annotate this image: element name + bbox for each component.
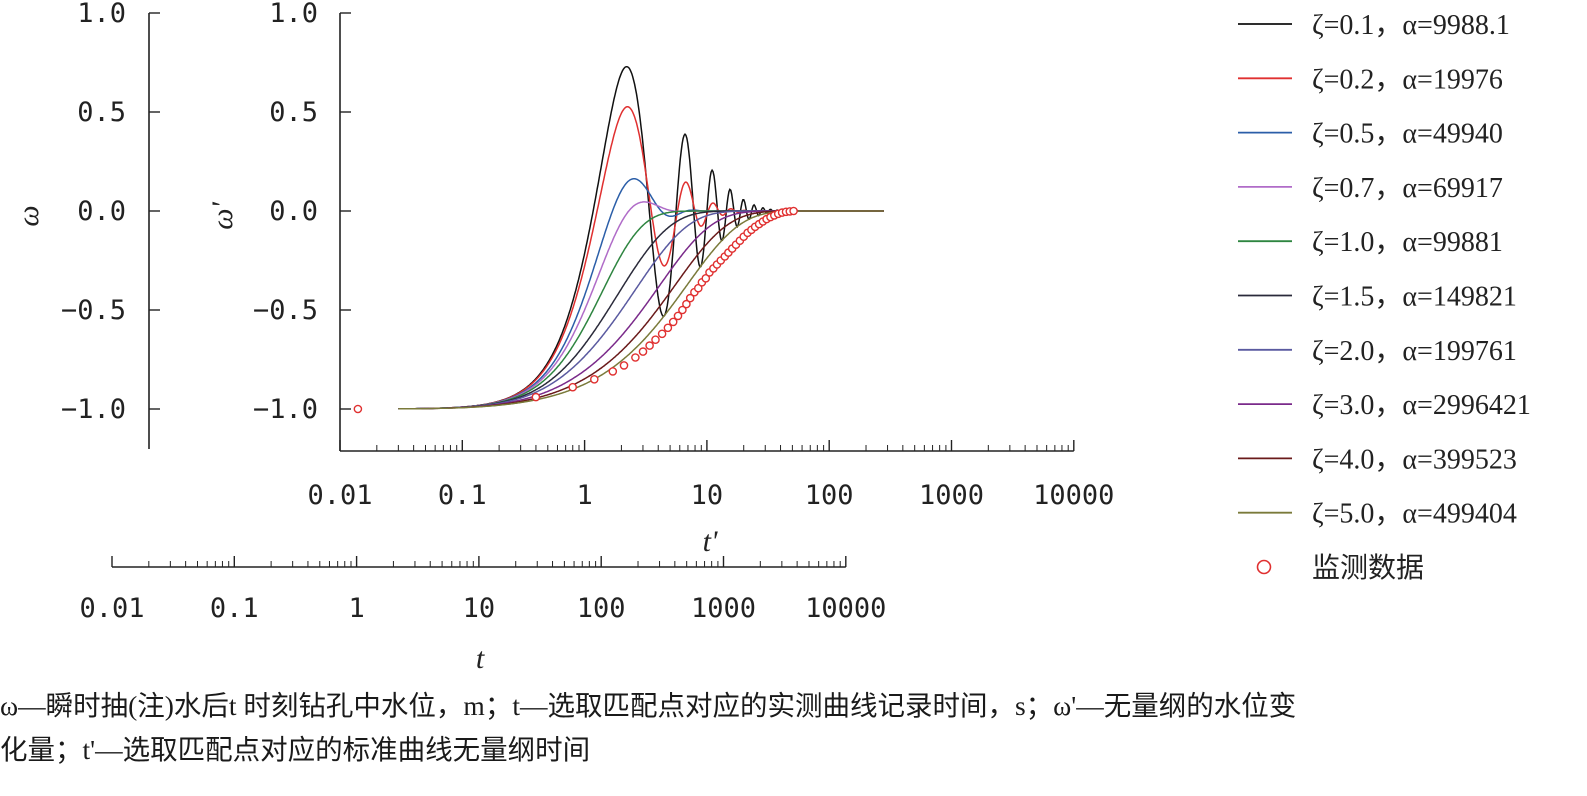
outer-x-tick-label: 0.1 [210,593,259,624]
monitoring-point [631,353,640,362]
monitoring-point [663,323,673,333]
legend-label: ζ=3.0，α=2996421 [1312,390,1531,421]
left-y-axis: 1.0 0.5 0.0 −0.5 −1.0 ω [12,0,160,449]
monitoring-point [789,206,798,216]
outer-x-axis: 0.01 0.1 1 10 100 1000 10000 t [79,556,886,675]
type-curve-series [398,65,884,410]
type-curve-chart: 1.0 0.5 0.0 −0.5 −1.0 ω 1.0 0.5 0.0 −0.5 −1.0 ω' 0… [12,0,1531,675]
inner-x-tick-label: 1 [576,480,592,511]
inner-x-tick-label: 1000 [919,480,984,511]
monitoring-points [353,206,798,414]
monitoring-point [608,367,618,376]
inner-x-tick-label: 100 [805,480,854,511]
outer-x-tick-label: 10 [463,593,496,624]
monitoring-point [657,329,667,339]
monitoring-point [678,305,687,315]
left-y-axis-title: ω [12,205,45,226]
inner-y-tick-label: −1.0 [253,394,318,425]
legend-label-monitoring: 监测数据 [1312,552,1424,584]
inner-x-tick-label: 10000 [1033,480,1114,511]
monitoring-point [701,273,711,283]
inner-y-tick-label: −0.5 [253,295,318,326]
inner-y-axis: 1.0 0.5 0.0 −0.5 −1.0 ω' [206,0,351,451]
outer-x-tick-label: 0.01 [79,593,144,624]
type-curves [398,65,884,410]
legend-label: ζ=1.5，α=149821 [1312,282,1517,313]
legend-label: ζ=0.7，α=69917 [1312,173,1503,204]
outer-x-tick-label: 1000 [691,593,756,624]
type-curve-series [398,210,884,410]
outer-x-tick-label: 100 [577,593,626,624]
legend-label: ζ=5.0，α=499404 [1312,499,1517,530]
inner-y-tick-label: 0.0 [269,196,318,227]
legend-label: ζ=2.0，α=199761 [1312,336,1517,367]
type-curve-series [398,177,884,410]
monitoring-point [645,341,654,350]
monitoring-point [682,299,691,309]
inner-x-tick-label: 0.1 [438,480,487,511]
caption-line-2: 化量；t'—选取匹配点对应的标准曲线无量纲时间 [0,734,591,765]
inner-y-tick-label: 1.0 [269,0,318,29]
left-y-tick-label: 1.0 [77,0,126,29]
type-curve-series [398,210,884,410]
left-y-tick-label: 0.0 [77,196,126,227]
monitoring-point [590,374,599,384]
outer-x-tick-label: 10000 [805,593,886,624]
left-y-tick-label: 0.5 [77,97,126,128]
legend-marker-monitoring [1256,559,1272,575]
figure-caption: ω—瞬时抽(注)水后t 时刻钻孔中水位，m；t—选取匹配点对应的实测曲线记录时间… [0,684,1587,772]
left-y-tick-label: −0.5 [61,295,126,326]
monitoring-point [668,317,678,327]
outer-x-axis-title: t [476,642,485,675]
legend: ζ=0.1，α=9988.1 ζ=0.2，α=19976 ζ=0.5，α=49940… [1238,10,1531,584]
legend-label: ζ=4.0，α=399523 [1312,444,1517,475]
caption-line-1: ω—瞬时抽(注)水后t 时刻钻孔中水位，m；t—选取匹配点对应的实测曲线记录时间… [0,690,1297,721]
monitoring-point [568,382,578,392]
monitoring-point [638,347,648,356]
left-y-tick-label: −1.0 [61,394,126,425]
monitoring-point [619,361,629,370]
inner-y-tick-label: 0.5 [269,97,318,128]
monitoring-point [651,335,660,345]
monitoring-point [685,293,695,303]
type-curve-series [398,201,884,410]
type-curve-series [398,210,884,410]
outer-x-tick-label: 1 [348,593,364,624]
type-curve-series [398,210,884,410]
type-curve-series [398,210,884,410]
inner-y-axis-title: ω' [206,202,239,230]
inner-x-tick-label: 10 [691,480,724,511]
legend-label: ζ=0.5，α=49940 [1312,119,1503,150]
inner-x-axis-title: t' [703,525,718,558]
type-curve-series [398,210,884,410]
legend-label: ζ=0.1，α=9988.1 [1312,10,1510,41]
monitoring-point [353,404,363,414]
legend-label: ζ=1.0，α=99881 [1312,227,1503,258]
legend-label: ζ=0.2，α=19976 [1312,64,1503,95]
monitoring-point [673,311,683,321]
inner-x-axis: 0.01 0.1 1 10 100 1000 10000 t' [307,440,1114,558]
monitoring-point [531,392,541,402]
inner-x-tick-label: 0.01 [307,480,372,511]
